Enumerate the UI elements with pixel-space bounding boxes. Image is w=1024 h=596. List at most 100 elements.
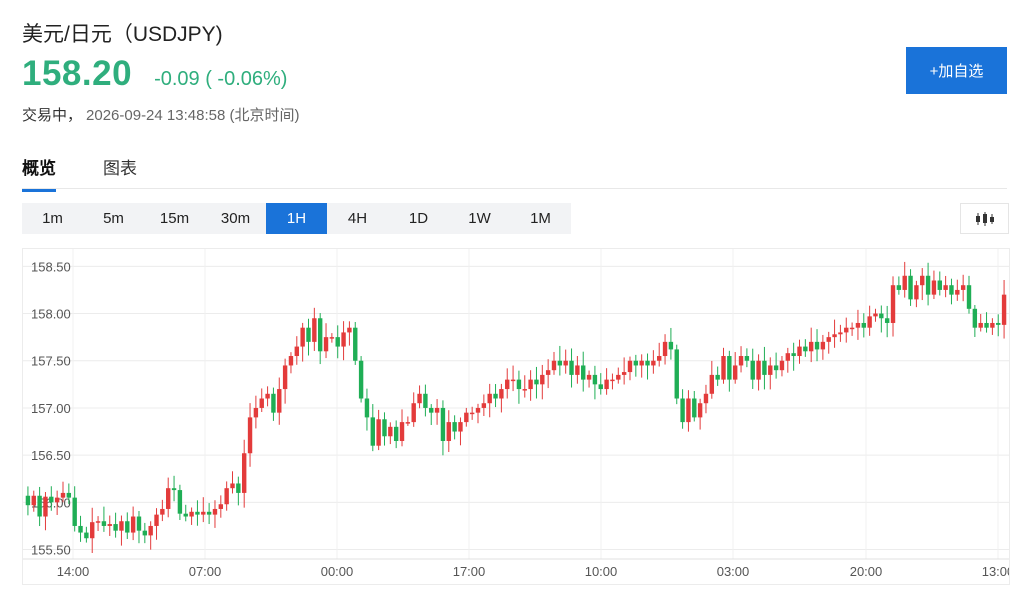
candle-body — [364, 398, 370, 418]
candle-body — [978, 322, 983, 328]
candle-body — [417, 393, 422, 404]
candle-body — [540, 374, 545, 385]
candle-body — [884, 318, 890, 323]
candle-body — [282, 365, 288, 390]
interval-15m[interactable]: 15m — [159, 210, 190, 227]
candle-body — [376, 419, 381, 446]
candle-body — [353, 327, 358, 361]
x-tick-label: 13:00 — [982, 564, 1009, 579]
candle-body — [493, 393, 498, 399]
interval-selector: 1m 5m 15m 30m 1H 4H 1D 1W 1M — [22, 203, 571, 234]
candle-body — [838, 332, 843, 335]
candle-body — [610, 379, 615, 382]
candle-body — [703, 393, 709, 404]
candle-body — [797, 346, 802, 357]
interval-30m[interactable]: 30m — [220, 210, 251, 227]
candle-body — [388, 426, 393, 437]
candle-body — [66, 492, 72, 498]
candle-body — [844, 327, 849, 333]
candle-body — [545, 370, 551, 375]
candle-body — [645, 360, 650, 366]
candle-body — [177, 490, 183, 514]
candle-body — [72, 497, 77, 526]
candle-body — [84, 532, 89, 539]
candle-body — [60, 492, 66, 498]
candle-body — [312, 318, 317, 342]
candle-body — [996, 322, 1001, 325]
x-tick-label: 20:00 — [850, 564, 883, 579]
candle-body — [651, 360, 656, 366]
candle-body — [277, 389, 282, 413]
candle-body — [142, 530, 148, 536]
interval-1mo[interactable]: 1M — [530, 210, 551, 227]
candle-body — [300, 327, 305, 347]
candle-body — [662, 341, 668, 357]
candle-body — [306, 327, 311, 342]
candle-body — [931, 280, 937, 295]
candle-body — [808, 341, 814, 352]
instrument-title: 美元/日元（USDJPY) — [22, 23, 223, 46]
candle-body — [212, 508, 218, 515]
interval-4h[interactable]: 4H — [347, 210, 368, 227]
candle-body — [399, 422, 405, 441]
candle-body — [31, 495, 36, 506]
candle-body — [218, 504, 224, 509]
candle-body — [826, 337, 831, 342]
candle-body — [510, 379, 516, 382]
candle-body — [955, 289, 960, 295]
candle-body — [341, 332, 346, 347]
y-tick-label: 156.50 — [31, 448, 71, 463]
interval-1m[interactable]: 1m — [42, 210, 63, 227]
candle-body — [762, 360, 767, 375]
interval-1w[interactable]: 1W — [468, 210, 491, 227]
candle-body — [890, 285, 896, 323]
candle-body — [779, 360, 785, 371]
candle-body — [937, 280, 942, 290]
y-tick-label: 158.00 — [31, 307, 71, 322]
tab-overview[interactable]: 概览 — [22, 154, 56, 192]
candle-body — [405, 422, 411, 424]
candle-body — [423, 393, 428, 408]
candle-body — [370, 417, 375, 446]
price-chart[interactable]: 158.50 158.00 157.50 157.00 156.50 156.00 155.… — [22, 248, 1010, 585]
add-to-watchlist-button[interactable]: +加自选 — [906, 47, 1007, 94]
candle-body — [358, 360, 364, 399]
candle-body — [592, 374, 598, 385]
candle-body — [236, 483, 241, 493]
candlestick-chart-svg[interactable]: 158.50158.00157.50157.00156.50156.00155.… — [23, 249, 1009, 584]
candle-body — [750, 360, 755, 380]
candle-body — [867, 316, 872, 328]
candle-body — [411, 403, 416, 423]
candle-body — [814, 341, 820, 350]
candle-body — [680, 398, 685, 423]
status-label: 交易中， — [22, 107, 83, 124]
x-tick-label: 14:00 — [57, 564, 90, 579]
candle-body — [347, 327, 352, 333]
tab-chart[interactable]: 图表 — [103, 159, 137, 178]
interval-5m[interactable]: 5m — [103, 210, 124, 227]
x-tick-label: 03:00 — [717, 564, 750, 579]
candle-body — [557, 360, 563, 366]
candle-body — [323, 337, 329, 352]
x-tick-label: 07:00 — [189, 564, 222, 579]
candle-body — [639, 360, 644, 366]
candle-body — [528, 379, 533, 390]
candle-body — [1001, 294, 1007, 325]
chart-type-button[interactable] — [960, 203, 1009, 234]
candle-body — [598, 384, 603, 390]
candle-body — [247, 417, 253, 454]
candle-body — [721, 356, 726, 380]
candle-body — [95, 521, 101, 523]
candle-body — [487, 393, 492, 404]
candle-body — [966, 285, 972, 309]
candle-body — [791, 353, 796, 357]
candle-body — [633, 360, 639, 366]
candle-body — [908, 275, 913, 300]
candle-body — [849, 327, 855, 330]
candle-body — [464, 412, 469, 423]
interval-1h[interactable]: 1H — [266, 203, 327, 234]
candle-body — [440, 407, 446, 441]
interval-1d[interactable]: 1D — [408, 210, 429, 227]
candle-body — [148, 525, 153, 536]
candle-body — [914, 285, 919, 300]
